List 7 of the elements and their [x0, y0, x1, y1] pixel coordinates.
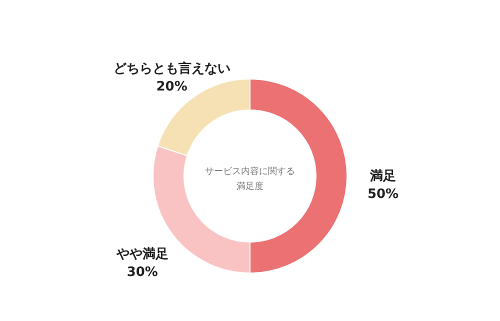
- slice-label: どちらとも言えない: [113, 60, 230, 76]
- data-label: 20%: [156, 79, 188, 94]
- slice-label: 満足: [369, 169, 396, 184]
- data-label: 30%: [126, 265, 158, 280]
- data-label: 50%: [367, 187, 399, 202]
- text: サービス内容に関する満足度: [205, 166, 295, 192]
- slice-label: やや満足: [115, 247, 168, 262]
